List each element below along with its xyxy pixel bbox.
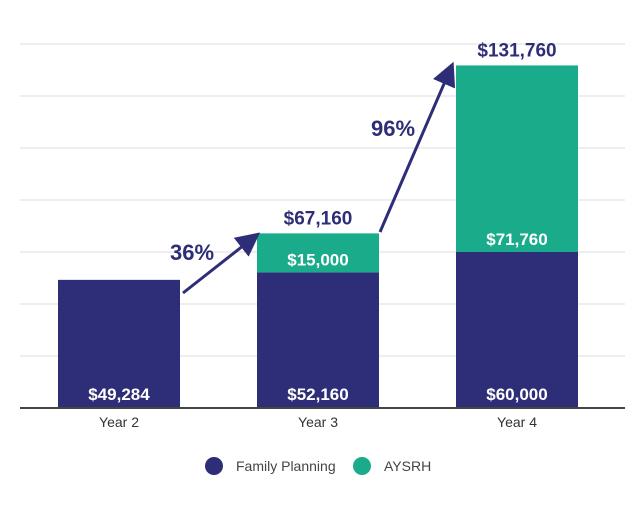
growth-annotations: 36% 96%: [170, 61, 456, 295]
data-label: $49,284: [88, 385, 150, 404]
x-tick-label: Year 4: [497, 414, 537, 430]
bar-aysrh: [257, 233, 379, 273]
data-label: $15,000: [287, 250, 348, 269]
growth-arrow: [378, 61, 456, 233]
x-tick-label: Year 3: [298, 414, 338, 430]
growth-arrow: [182, 232, 261, 295]
legend-marker: [353, 457, 371, 475]
total-label: $67,160: [284, 208, 353, 229]
bar-family-planning: [257, 272, 379, 408]
bars: $49,284 $52,160 $15,000 $67,160 $60,000 $71,7…: [20, 40, 625, 409]
x-tick-label: Year 2: [99, 414, 139, 430]
legend: Family Planning AYSRH: [205, 457, 431, 475]
total-label: $131,760: [477, 40, 556, 61]
bar-aysrh: [456, 65, 578, 252]
bar-family-planning: [456, 252, 578, 408]
legend-marker: [205, 457, 223, 475]
legend-label: AYSRH: [384, 458, 431, 474]
data-label: $52,160: [287, 385, 348, 404]
x-tick-labels: Year 2 Year 3 Year 4: [99, 414, 537, 430]
growth-label: 36%: [170, 240, 214, 265]
growth-label: 96%: [371, 116, 415, 141]
bar-family-planning: [58, 279, 180, 408]
legend-label: Family Planning: [236, 458, 336, 474]
data-label: $60,000: [486, 385, 547, 404]
data-label: $71,760: [486, 230, 547, 249]
